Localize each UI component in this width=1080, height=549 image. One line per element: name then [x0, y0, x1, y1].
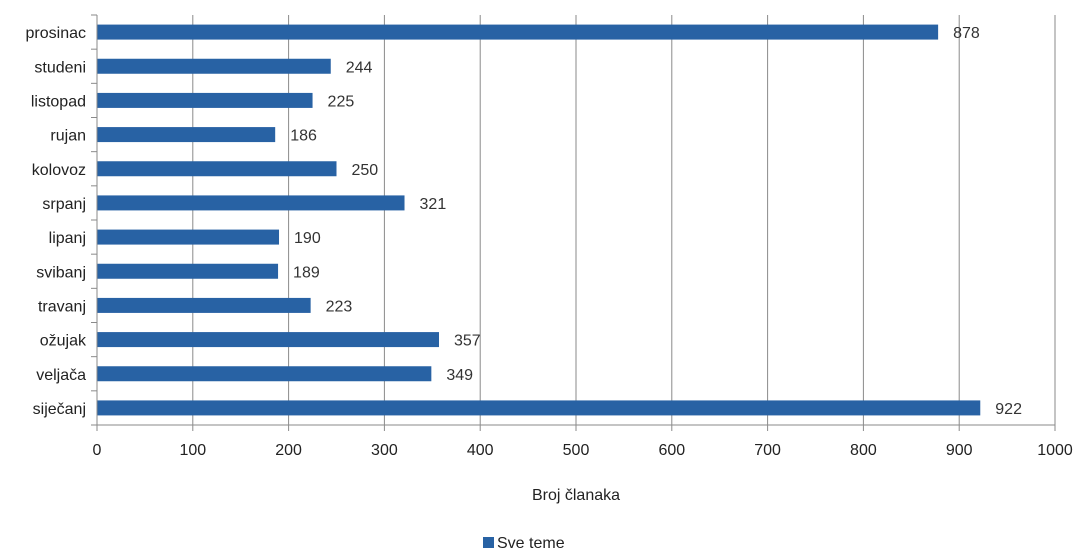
bar	[97, 92, 313, 108]
category-label: lipanj	[49, 230, 86, 247]
x-tick-label: 100	[179, 442, 206, 459]
data-label: 190	[294, 230, 321, 247]
data-label: 189	[293, 264, 320, 281]
x-tick-label: 400	[467, 442, 494, 459]
category-label: siječanj	[33, 401, 86, 418]
bar	[97, 297, 311, 313]
bar	[97, 127, 276, 143]
category-label: srpanj	[42, 196, 86, 213]
bar	[97, 332, 440, 348]
bar	[97, 229, 280, 245]
data-label: 878	[953, 25, 980, 42]
data-label: 225	[328, 93, 355, 110]
legend-swatch	[483, 537, 494, 548]
bar	[97, 366, 432, 382]
category-label: studeni	[34, 59, 86, 76]
category-label: rujan	[50, 128, 86, 145]
category-labels: prosinac studeni listopad rujan kolovoz srpan…	[26, 25, 87, 418]
data-labels: 878 244 225 186 250 321 190 189 223 357 349 922	[290, 25, 1022, 418]
bar	[97, 161, 337, 177]
x-axis-title: Broj članaka	[532, 487, 620, 504]
bars	[97, 24, 981, 416]
category-label: ožujak	[40, 333, 87, 350]
x-tick-label: 1000	[1037, 442, 1073, 459]
bar	[97, 58, 331, 74]
category-label: kolovoz	[32, 162, 86, 179]
x-tick-label: 200	[275, 442, 302, 459]
data-label: 223	[326, 298, 353, 315]
category-label: veljača	[36, 367, 86, 384]
data-label: 922	[995, 401, 1022, 418]
x-tick-labels: 0 100 200 300 400 500 600 700 800 900 1000	[93, 442, 1073, 459]
bar	[97, 263, 279, 279]
category-label: svibanj	[36, 264, 86, 281]
x-tick-label: 500	[563, 442, 590, 459]
x-tick-label: 600	[658, 442, 685, 459]
category-label: listopad	[31, 93, 86, 110]
data-label: 250	[352, 162, 379, 179]
category-label: travanj	[38, 298, 86, 315]
axes	[91, 14, 1056, 431]
x-tick-label: 900	[946, 442, 973, 459]
category-label: prosinac	[26, 25, 86, 42]
legend: Sve teme	[483, 535, 565, 549]
data-label: 244	[346, 59, 373, 76]
x-tick-label: 300	[371, 442, 398, 459]
bar	[97, 400, 981, 416]
x-tick-label: 0	[93, 442, 102, 459]
bar	[97, 24, 939, 40]
data-label: 321	[420, 196, 447, 213]
data-label: 186	[290, 128, 317, 145]
bar	[97, 195, 405, 211]
x-tick-label: 800	[850, 442, 877, 459]
data-label: 357	[454, 333, 481, 350]
legend-label: Sve teme	[497, 535, 565, 549]
x-tick-label: 700	[754, 442, 781, 459]
grid-lines	[192, 15, 1056, 425]
data-label: 349	[446, 367, 473, 384]
